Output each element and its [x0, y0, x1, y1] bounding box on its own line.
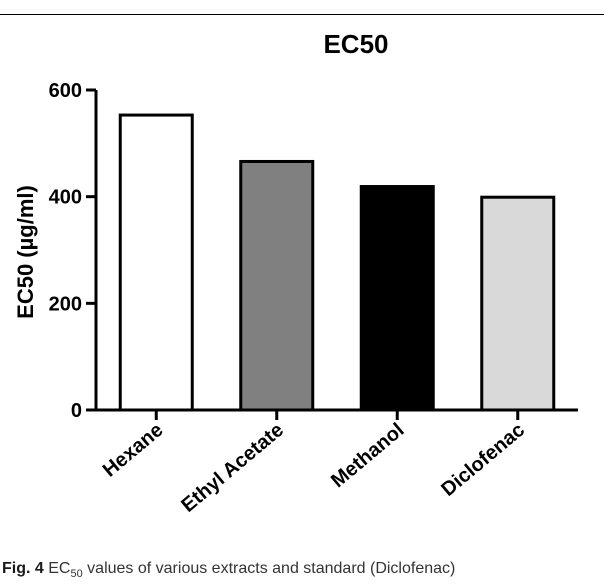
caption-text-post: values of various extracts and standard … — [87, 560, 456, 577]
figure-label: Fig. 4 — [2, 560, 44, 577]
y-ticks: 0 200 400 600 — [49, 80, 96, 422]
caption-subscript: 50 — [70, 568, 83, 581]
caption-text-pre: EC — [48, 560, 71, 577]
top-rule — [0, 14, 604, 15]
y-tick-label: 400 — [49, 187, 82, 209]
x-tick-label: Ethyl Acetate — [177, 419, 288, 517]
bar-hexane — [118, 113, 194, 412]
x-tick-label: Hexane — [99, 419, 168, 482]
bar-ethyl-acetate — [239, 159, 315, 412]
y-tick-label: 0 — [71, 400, 82, 422]
x-tick-label: Diclofenac — [437, 419, 529, 501]
x-tick-label: Methanol — [327, 419, 408, 492]
y-tick-label: 200 — [49, 293, 82, 315]
bar-methanol — [359, 185, 435, 412]
y-tick-label: 600 — [49, 80, 82, 102]
bars — [118, 113, 556, 412]
bar-diclofenac — [480, 195, 556, 412]
figure-caption: Fig. 4 EC50 values of various extracts a… — [2, 560, 455, 580]
chart-title: EC50 — [323, 29, 388, 59]
y-axis-label: EC50 (µg/ml) — [13, 185, 38, 319]
x-ticks: Hexane Ethyl Acetate Methanol Diclofenac — [99, 410, 529, 517]
